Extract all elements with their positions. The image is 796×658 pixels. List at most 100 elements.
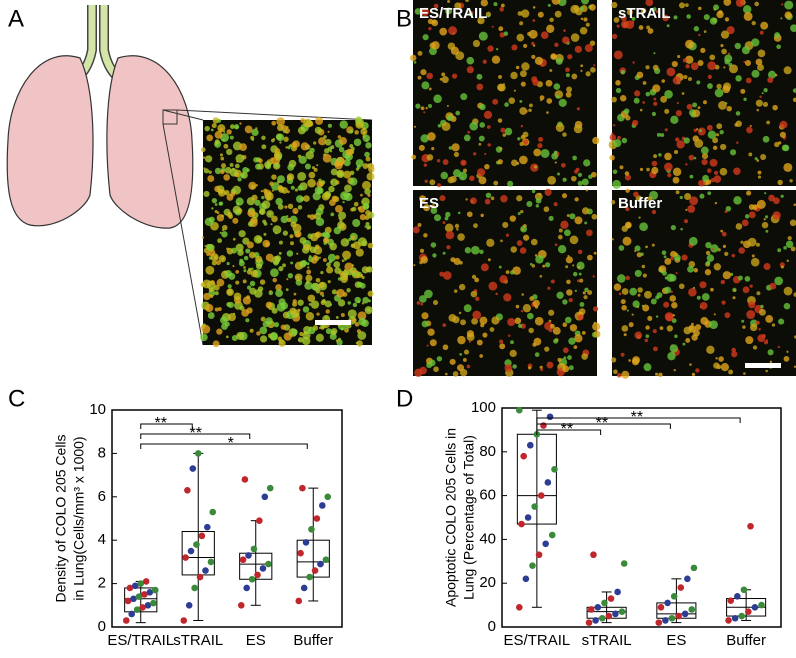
texture-dot xyxy=(473,223,478,229)
texture-dot xyxy=(638,25,644,30)
texture-dot xyxy=(507,180,514,187)
texture-dot xyxy=(249,280,256,287)
texture-dot xyxy=(546,24,555,33)
texture-dot xyxy=(364,151,370,158)
texture-dot xyxy=(751,20,756,26)
texture-dot xyxy=(685,208,688,211)
texture-dot xyxy=(364,188,371,195)
texture-dot xyxy=(519,99,523,103)
texture-dot xyxy=(675,110,683,117)
texture-dot xyxy=(531,76,538,83)
data-point xyxy=(265,560,272,568)
texture-dot xyxy=(318,178,322,182)
texture-dot xyxy=(419,295,427,303)
texture-dot xyxy=(201,324,211,334)
data-point xyxy=(618,608,626,615)
texture-dot xyxy=(520,9,530,18)
image-label: ES/TRAIL xyxy=(419,5,487,22)
texture-dot xyxy=(307,266,310,269)
texture-dot xyxy=(217,307,222,312)
texture-dot xyxy=(419,366,427,375)
texture-dot xyxy=(487,258,491,262)
texture-dot xyxy=(230,124,235,129)
texture-dot xyxy=(527,31,532,36)
texture-dot xyxy=(232,205,241,214)
texture-dot xyxy=(580,64,584,68)
texture-dot xyxy=(274,255,282,262)
texture-dot xyxy=(463,349,470,355)
texture-dot xyxy=(724,312,731,319)
texture-dot xyxy=(236,160,239,163)
texture-dot xyxy=(540,148,550,158)
texture-dot xyxy=(666,67,676,77)
texture-dot xyxy=(334,161,343,170)
x-tick-label: ES xyxy=(666,632,686,649)
texture-dot xyxy=(412,226,420,234)
texture-dot xyxy=(273,322,280,328)
texture-dot xyxy=(262,219,267,224)
texture-dot xyxy=(226,129,232,135)
texture-dot xyxy=(259,279,266,285)
texture-dot xyxy=(612,169,618,175)
texture-dot xyxy=(457,233,465,241)
texture-dot xyxy=(232,237,236,241)
y-tick-label: 8 xyxy=(98,444,106,461)
texture-dot xyxy=(426,154,434,161)
texture-dot xyxy=(718,356,724,362)
texture-dot xyxy=(265,317,273,325)
texture-dot xyxy=(767,70,776,79)
texture-dot xyxy=(347,301,351,305)
texture-dot xyxy=(557,234,563,240)
texture-dot xyxy=(323,135,327,139)
texture-dot xyxy=(675,271,678,275)
data-point xyxy=(751,603,759,611)
texture-dot xyxy=(557,245,567,254)
texture-dot xyxy=(759,95,762,98)
texture-dot xyxy=(742,286,750,294)
micrograph-texture xyxy=(200,116,375,348)
data-point xyxy=(535,551,543,559)
texture-dot xyxy=(562,299,568,305)
texture-dot xyxy=(457,211,461,215)
texture-dot xyxy=(458,283,466,291)
texture-dot xyxy=(760,21,769,30)
texture-dot xyxy=(307,178,316,188)
texture-dot xyxy=(293,230,297,234)
texture-dot xyxy=(211,260,217,266)
texture-dot xyxy=(700,47,706,54)
texture-dot xyxy=(535,197,542,204)
texture-dot xyxy=(714,201,718,205)
texture-dot xyxy=(556,291,564,299)
texture-dot xyxy=(424,179,428,184)
texture-dot xyxy=(446,245,451,250)
texture-dot xyxy=(205,303,214,313)
texture-dot xyxy=(315,333,324,342)
texture-dot xyxy=(519,247,527,254)
texture-dot xyxy=(670,224,676,231)
texture-dot xyxy=(631,20,635,24)
texture-dot xyxy=(216,211,220,214)
texture-dot xyxy=(286,217,292,223)
texture-dot xyxy=(672,176,680,184)
texture-dot xyxy=(417,223,422,227)
texture-dot xyxy=(542,264,546,268)
texture-dot xyxy=(609,154,615,161)
texture-dot xyxy=(683,75,688,80)
texture-dot xyxy=(478,31,488,41)
texture-dot xyxy=(426,344,429,347)
scale-bar xyxy=(745,363,781,368)
texture-dot xyxy=(615,80,621,86)
data-point xyxy=(261,493,269,501)
texture-dot xyxy=(448,313,457,322)
texture-dot xyxy=(226,148,233,156)
texture-dot xyxy=(664,152,672,161)
texture-dot xyxy=(351,270,355,274)
texture-dot xyxy=(509,349,517,358)
texture-dot xyxy=(329,199,336,207)
texture-dot xyxy=(745,336,754,345)
texture-dot xyxy=(582,291,586,295)
texture-dot xyxy=(673,252,678,257)
texture-dot xyxy=(767,77,774,84)
texture-dot xyxy=(212,117,220,124)
